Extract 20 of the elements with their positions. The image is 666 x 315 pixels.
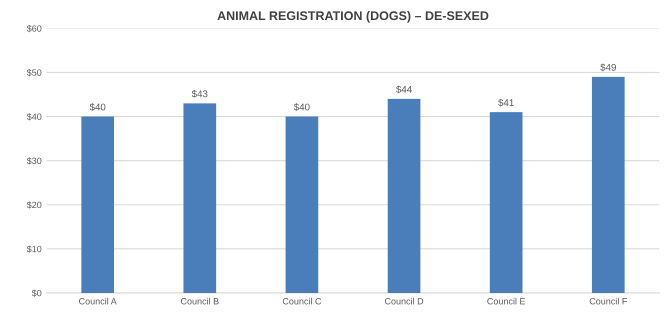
y-tick-label: $60	[26, 24, 42, 32]
data-label: $44	[396, 86, 412, 94]
data-label: $40	[90, 103, 106, 112]
data-label: $43	[192, 90, 208, 98]
x-tick-label: Council A	[79, 298, 117, 304]
data-label: $41	[498, 98, 514, 107]
y-tick-label: $50	[26, 69, 42, 76]
x-tick-label: Council E	[487, 298, 526, 304]
y-tick-label: $10	[26, 245, 42, 253]
x-tick-label: Council B	[180, 298, 219, 304]
data-label: $49	[600, 63, 616, 72]
chart-title: ANIMAL REGISTRATION (DOGS) – DE-SEXED	[217, 10, 488, 23]
x-tick-label: Council F	[590, 298, 627, 304]
x-tick-label: Council D	[384, 298, 424, 304]
y-tick-label: $40	[26, 113, 42, 120]
y-tick-label: $30	[26, 157, 42, 165]
y-tick-label: $0	[32, 290, 42, 297]
x-tick-label: Council C	[282, 298, 322, 304]
y-tick-label: $20	[26, 201, 42, 209]
data-label: $40	[294, 103, 310, 112]
